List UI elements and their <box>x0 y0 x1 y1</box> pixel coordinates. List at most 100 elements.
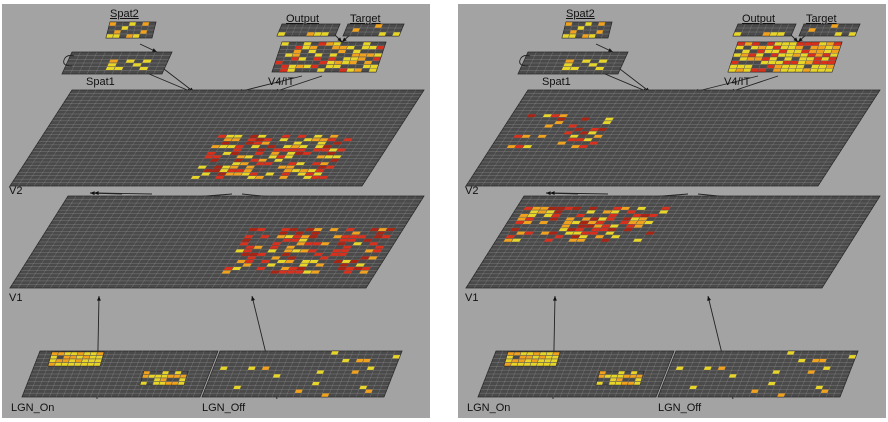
active-unit <box>767 60 777 65</box>
active-unit <box>756 49 766 54</box>
active-unit <box>807 53 817 58</box>
active-unit <box>505 355 514 360</box>
active-unit <box>307 49 317 54</box>
active-unit <box>816 45 827 50</box>
active-unit <box>70 351 79 356</box>
active-unit <box>363 60 373 65</box>
label-lgn-on: LGN_On <box>11 402 55 414</box>
active-unit <box>152 381 161 386</box>
active-unit <box>538 355 547 360</box>
active-unit <box>622 374 631 379</box>
active-unit <box>332 41 342 46</box>
active-unit <box>154 374 163 379</box>
active-unit <box>159 377 168 382</box>
network-diagram-left <box>9 21 425 400</box>
active-unit <box>727 68 737 73</box>
active-unit <box>799 53 809 58</box>
active-unit <box>814 53 824 58</box>
active-unit <box>373 53 383 58</box>
active-unit <box>815 49 825 54</box>
label-v2: V2 <box>465 185 479 197</box>
active-unit <box>772 45 782 50</box>
active-unit <box>531 355 540 360</box>
v1-layer <box>9 195 425 289</box>
output-layer <box>732 23 797 37</box>
active-unit <box>73 362 82 367</box>
v4it-layer <box>727 41 843 73</box>
active-unit <box>820 56 830 61</box>
active-unit <box>86 362 95 367</box>
active-unit <box>519 351 528 356</box>
active-unit <box>608 381 617 386</box>
output-layer <box>276 23 341 37</box>
label-v4it: V4/IT <box>724 76 751 88</box>
active-unit <box>274 60 284 65</box>
active-unit <box>614 381 623 386</box>
active-unit <box>761 56 771 61</box>
active-unit <box>372 56 382 61</box>
active-unit <box>630 370 638 375</box>
active-unit <box>57 351 66 356</box>
active-unit <box>736 41 746 46</box>
active-unit <box>634 377 643 382</box>
label-v4it: V4/IT <box>268 76 295 88</box>
label-spat1: Spat1 <box>542 76 571 88</box>
label-output: Output <box>286 13 320 25</box>
active-unit <box>326 60 336 65</box>
active-unit <box>50 351 59 356</box>
active-unit <box>747 53 757 58</box>
active-unit <box>142 370 151 375</box>
active-unit <box>357 56 367 61</box>
active-unit <box>542 362 551 367</box>
active-unit <box>353 68 363 73</box>
active-unit <box>63 351 72 356</box>
active-unit <box>821 53 832 58</box>
active-unit <box>67 362 76 367</box>
active-unit <box>595 29 604 35</box>
active-unit <box>279 68 289 73</box>
label-output: Output <box>742 13 776 25</box>
active-unit <box>368 68 378 73</box>
active-unit <box>811 60 822 65</box>
active-unit <box>805 56 815 61</box>
active-unit <box>76 351 85 356</box>
active-unit <box>61 358 70 363</box>
label-target: Target <box>806 13 837 25</box>
active-unit <box>89 351 98 356</box>
active-unit <box>794 68 804 73</box>
active-unit <box>588 33 597 39</box>
active-unit <box>793 49 803 54</box>
active-unit <box>532 351 541 356</box>
active-unit <box>324 64 335 69</box>
active-unit <box>337 49 347 54</box>
active-unit <box>69 355 78 360</box>
lgn-on-cluster-b-layer <box>595 370 645 386</box>
active-unit <box>777 53 787 58</box>
active-unit <box>318 60 329 65</box>
active-unit <box>795 64 806 69</box>
active-unit <box>310 64 320 69</box>
active-unit <box>295 64 305 69</box>
active-unit <box>551 355 560 360</box>
active-unit <box>766 64 776 69</box>
active-unit <box>284 53 294 58</box>
active-unit <box>360 45 371 50</box>
active-unit <box>338 45 348 50</box>
active-unit <box>743 41 754 46</box>
active-unit <box>280 41 290 46</box>
active-unit <box>829 53 839 58</box>
active-unit <box>819 60 829 65</box>
active-unit <box>751 41 761 46</box>
active-unit <box>537 358 546 363</box>
active-unit <box>746 56 756 61</box>
active-unit <box>139 29 148 35</box>
active-unit <box>292 49 303 54</box>
active-unit <box>604 374 612 379</box>
active-unit <box>804 60 814 65</box>
active-unit <box>797 60 807 65</box>
active-unit <box>290 56 300 61</box>
active-unit <box>768 56 778 61</box>
label-spat2: Spat2 <box>566 8 595 20</box>
active-unit <box>93 362 102 367</box>
active-unit <box>82 355 91 360</box>
